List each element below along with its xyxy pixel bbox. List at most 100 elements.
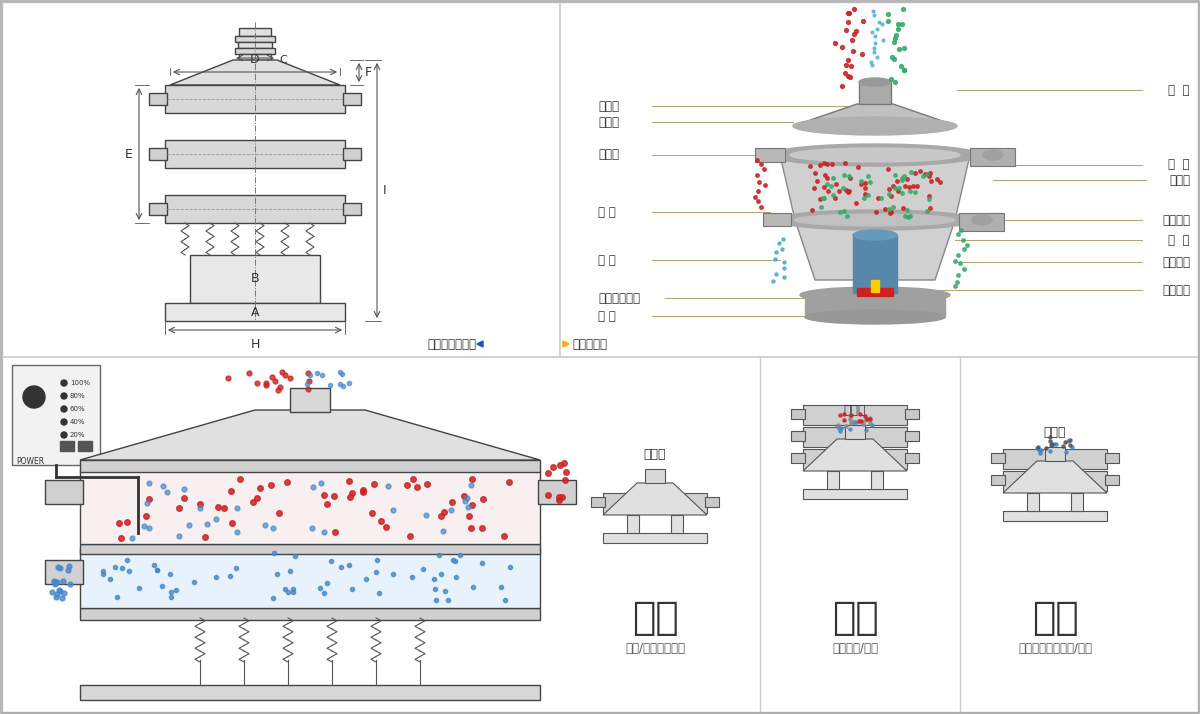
Text: B: B <box>251 273 259 286</box>
Bar <box>239 28 271 36</box>
Ellipse shape <box>983 150 1003 160</box>
Bar <box>166 195 346 223</box>
Polygon shape <box>80 410 540 460</box>
Bar <box>1072 493 1084 511</box>
Bar <box>803 427 907 447</box>
Bar <box>671 515 683 533</box>
Bar <box>845 425 865 439</box>
Text: 防尘盖: 防尘盖 <box>598 116 619 129</box>
Bar <box>538 480 576 504</box>
Bar <box>827 471 839 489</box>
Text: 过滤: 过滤 <box>832 599 878 637</box>
Bar <box>805 295 946 317</box>
Polygon shape <box>796 220 955 280</box>
Polygon shape <box>803 439 907 471</box>
Bar <box>238 42 272 48</box>
Polygon shape <box>170 60 340 85</box>
Polygon shape <box>793 104 958 126</box>
Bar <box>1003 511 1108 521</box>
Bar <box>853 235 898 293</box>
Text: D: D <box>250 53 260 66</box>
Text: 振动电机: 振动电机 <box>1162 256 1190 268</box>
Text: 机 座: 机 座 <box>598 309 616 323</box>
Bar <box>628 515 640 533</box>
Text: 去除液体中的颗粒/异物: 去除液体中的颗粒/异物 <box>1018 641 1092 655</box>
Bar <box>763 213 791 226</box>
Ellipse shape <box>805 310 946 324</box>
Bar <box>80 470 540 544</box>
Ellipse shape <box>770 144 980 166</box>
Text: 去除异物/结块: 去除异物/结块 <box>832 641 878 655</box>
Polygon shape <box>780 155 970 220</box>
Text: E: E <box>125 148 133 161</box>
Bar <box>80 608 540 620</box>
Bar <box>859 82 890 104</box>
Bar <box>803 489 907 499</box>
Text: 除杂: 除杂 <box>1032 599 1079 637</box>
Polygon shape <box>478 341 482 347</box>
Text: 结构示意图: 结构示意图 <box>572 338 607 351</box>
Text: F: F <box>365 66 372 79</box>
Text: 运输固定螺栓: 运输固定螺栓 <box>598 291 640 304</box>
Bar <box>905 431 919 441</box>
Bar <box>991 453 1006 463</box>
Bar <box>190 255 320 303</box>
Circle shape <box>23 386 46 408</box>
Ellipse shape <box>859 78 890 86</box>
Text: I: I <box>383 183 386 196</box>
Polygon shape <box>563 341 569 347</box>
Bar <box>290 388 330 412</box>
Text: 下部重锤: 下部重锤 <box>1162 283 1190 296</box>
Text: A: A <box>251 306 259 318</box>
Circle shape <box>61 432 67 438</box>
Bar <box>1003 471 1108 491</box>
Bar <box>791 453 805 463</box>
Bar <box>80 685 540 700</box>
Polygon shape <box>1003 461 1108 493</box>
Bar <box>235 48 275 54</box>
Text: C: C <box>278 55 287 65</box>
Ellipse shape <box>793 117 958 135</box>
Text: 颗粒/粉末准确分级: 颗粒/粉末准确分级 <box>625 641 685 655</box>
Bar <box>46 480 83 504</box>
Text: 筛  盘: 筛 盘 <box>1169 233 1190 246</box>
Bar <box>791 431 805 441</box>
Bar <box>803 449 907 469</box>
Bar <box>905 453 919 463</box>
Text: 加重块: 加重块 <box>1169 174 1190 186</box>
Bar <box>80 544 540 554</box>
Text: 上部重锤: 上部重锤 <box>1162 213 1190 226</box>
Circle shape <box>61 380 67 386</box>
Bar <box>46 560 83 584</box>
Text: 单层式: 单层式 <box>643 448 666 461</box>
Text: 网  架: 网 架 <box>1169 159 1190 171</box>
Text: 60%: 60% <box>70 406 85 412</box>
Bar <box>706 497 719 507</box>
Bar <box>78 441 92 451</box>
Ellipse shape <box>790 148 960 162</box>
Text: 20%: 20% <box>70 432 85 438</box>
Bar <box>80 460 540 472</box>
Bar <box>604 493 707 513</box>
Bar <box>755 148 785 162</box>
Circle shape <box>61 406 67 412</box>
Circle shape <box>61 419 67 425</box>
Text: 筛  网: 筛 网 <box>1169 84 1190 96</box>
Bar <box>857 288 893 296</box>
Ellipse shape <box>775 210 974 230</box>
Bar <box>1045 447 1066 461</box>
Text: POWER: POWER <box>16 457 44 466</box>
Text: 分级: 分级 <box>631 599 678 637</box>
Bar <box>1027 493 1039 511</box>
Ellipse shape <box>800 287 950 303</box>
Bar <box>149 203 167 215</box>
Bar <box>871 280 878 292</box>
Bar <box>239 54 271 60</box>
Text: 40%: 40% <box>70 419 85 425</box>
Bar <box>1105 453 1120 463</box>
Ellipse shape <box>972 215 992 225</box>
Text: 外形尺寸示意图: 外形尺寸示意图 <box>427 338 476 351</box>
Bar <box>343 93 361 105</box>
Bar <box>343 203 361 215</box>
Bar <box>12 365 100 465</box>
